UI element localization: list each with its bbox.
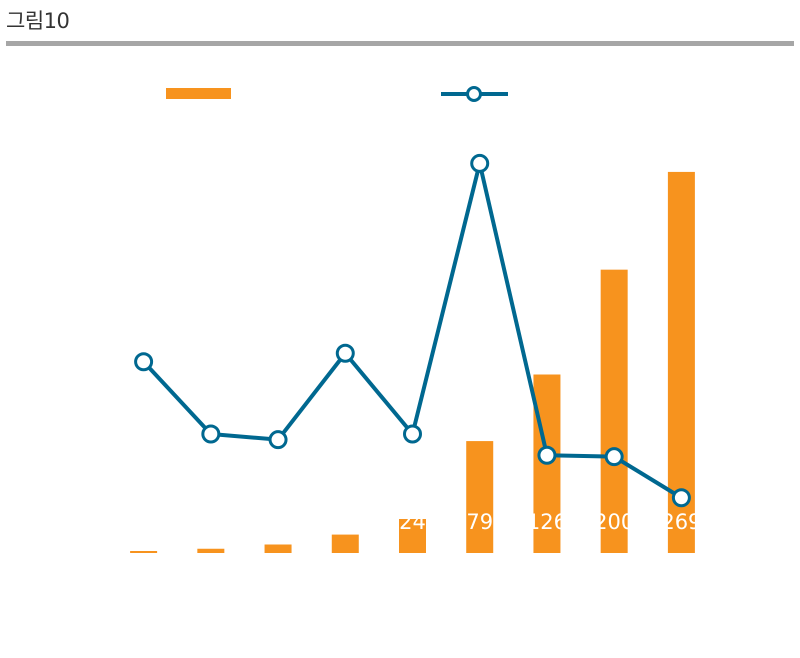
bar-1 [130, 551, 158, 553]
line-point-6 [470, 153, 490, 173]
header-rule [6, 41, 794, 46]
bar-label-6: 79 [466, 510, 493, 534]
legend-bar-swatch [166, 88, 231, 99]
bar-2 [197, 548, 225, 553]
line-point-3 [268, 430, 288, 450]
bar-label-8: 200 [594, 510, 634, 534]
bar-label-5: 24 [399, 510, 426, 534]
line-point-7 [537, 445, 557, 465]
line-point-8 [604, 447, 624, 467]
bar-3 [264, 544, 292, 553]
bar-series [130, 171, 695, 553]
bar-4 [331, 534, 359, 553]
line-point-4 [335, 343, 355, 363]
bar-5 [399, 519, 426, 553]
line-series [134, 153, 691, 508]
legend-line-marker [466, 86, 482, 102]
line-point-9 [671, 488, 691, 508]
legend [166, 86, 508, 102]
bar-6 [466, 441, 494, 553]
line-point-2 [201, 424, 221, 444]
bar-label-9: 269 [661, 510, 701, 534]
bar-labels: 24 79 126 200 269 [399, 510, 701, 534]
bar-label-7: 126 [527, 510, 567, 534]
line-point-5 [403, 424, 422, 444]
figure-label: 그림10 [6, 9, 70, 33]
line-point-1 [134, 352, 154, 372]
bar-8 [600, 269, 628, 553]
